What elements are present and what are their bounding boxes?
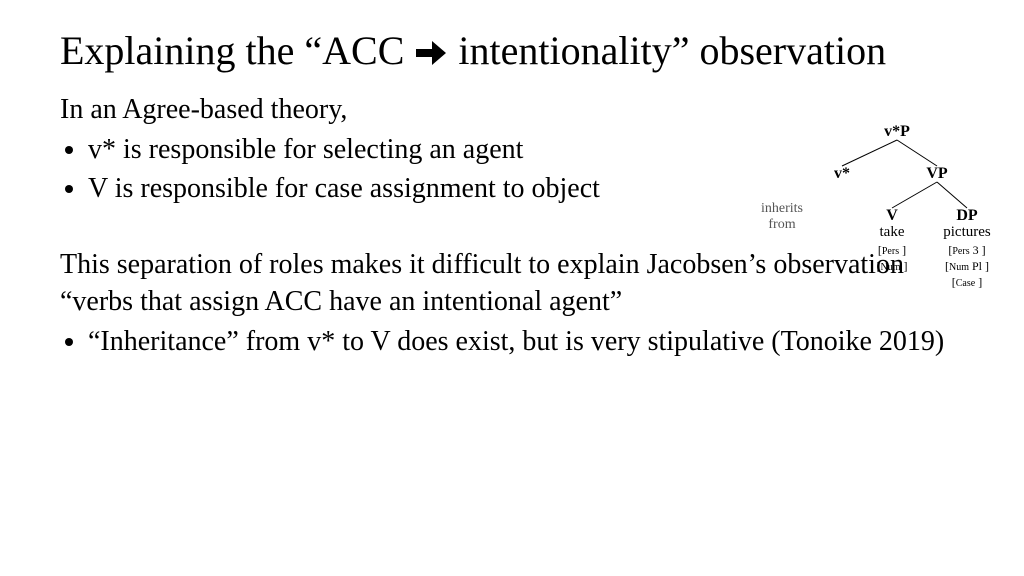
svg-text:v*: v* (834, 165, 850, 182)
svg-text:[Num Pl ]: [Num Pl ] (945, 259, 989, 273)
svg-text:from: from (768, 217, 795, 232)
svg-text:V: V (886, 207, 898, 224)
svg-text:[Pers 3 ]: [Pers 3 ] (948, 243, 985, 257)
slide-title: Explaining the “ACC intentionality” obse… (60, 28, 964, 78)
arrow-path (416, 41, 446, 65)
svg-text:[Num ]: [Num ] (877, 259, 908, 273)
title-post: intentionality” observation (458, 28, 886, 73)
svg-text:v*P: v*P (884, 123, 910, 140)
svg-text:VP: VP (926, 165, 948, 182)
svg-text:pictures: pictures (943, 224, 991, 240)
svg-text:DP: DP (956, 207, 978, 224)
syntax-tree: v*P v* VP Vtake DPpictures [Pers ] [Num ] [Pers… (742, 120, 1002, 340)
svg-text:take: take (880, 224, 905, 240)
slide: Explaining the “ACC intentionality” obse… (0, 0, 1024, 576)
arrow-icon (414, 32, 448, 78)
svg-text:inherits: inherits (761, 201, 803, 216)
title-pre: Explaining the “ACC (60, 28, 414, 73)
svg-text:[Pers ]: [Pers ] (878, 243, 906, 257)
tree-svg: v*P v* VP Vtake DPpictures [Pers ] [Num ] [Pers… (742, 120, 1002, 340)
svg-text:[Case ]: [Case ] (952, 275, 982, 289)
